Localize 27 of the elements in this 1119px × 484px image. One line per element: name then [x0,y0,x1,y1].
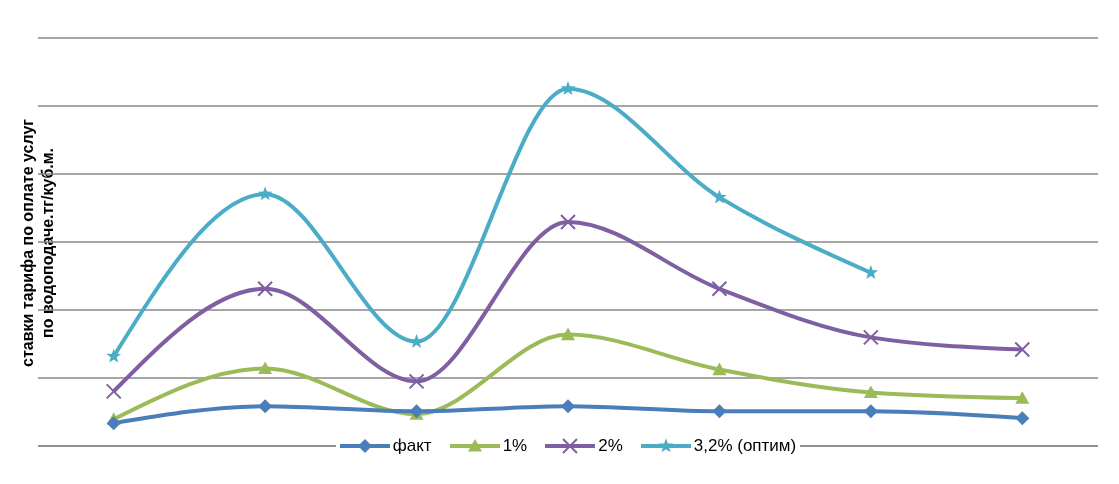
point [863,404,878,419]
point [1015,411,1030,426]
legend-label: 3,2% (оптим) [693,436,797,456]
point [106,416,121,431]
point [712,362,727,376]
point [561,399,575,414]
point [258,399,273,414]
point [711,280,728,297]
point [1014,341,1031,358]
point [257,280,274,297]
legend-label: 1% [502,436,528,456]
point [712,404,727,419]
point [561,327,575,341]
legend-label: факт [392,436,432,456]
point [560,213,576,230]
point [862,329,879,346]
point [560,81,576,95]
legend-label: 2% [598,436,623,456]
point [105,383,122,400]
point [106,348,122,363]
y-axis-title: ставки тарифа по оплате услуг по водоподаче.тг/куб.м. [19,118,56,367]
point [258,361,273,375]
point [1015,391,1030,404]
point [863,385,878,399]
point [257,186,273,201]
point [712,189,727,204]
point [408,373,425,390]
